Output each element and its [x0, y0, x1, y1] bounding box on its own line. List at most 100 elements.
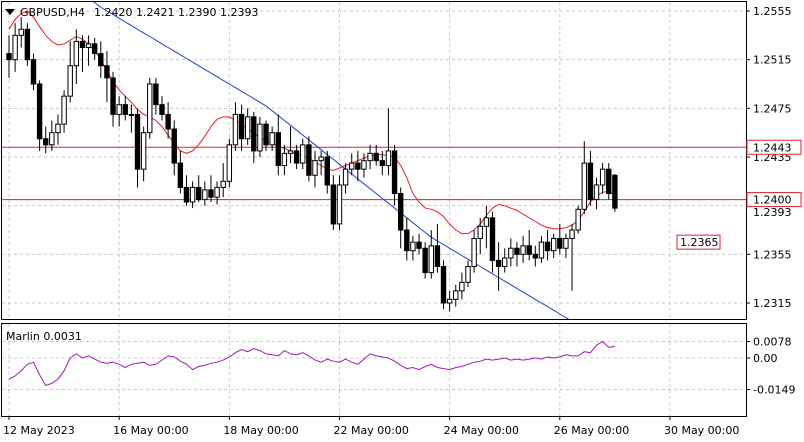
candle-body	[312, 160, 318, 176]
candle-body	[404, 229, 410, 252]
candle-body	[538, 241, 545, 259]
candle-body	[214, 186, 220, 198]
candle-body	[269, 132, 275, 146]
candle-body	[342, 168, 349, 186]
candle-body	[599, 168, 606, 186]
candle	[373, 144, 379, 166]
candle	[85, 35, 92, 66]
candle	[557, 223, 563, 255]
candle-body	[544, 241, 551, 252]
candle	[263, 120, 269, 151]
horizontal-levels[interactable]	[2, 146, 746, 201]
candle-body	[446, 298, 453, 304]
candle	[110, 71, 116, 127]
time-tick-label: 24 May 00:00	[444, 424, 519, 437]
oscillator-line	[8, 340, 615, 387]
candle-body	[98, 53, 104, 67]
candle-body	[459, 281, 465, 292]
candle-body	[373, 152, 379, 162]
indicator-axis: 0.0078 0.00 -0.0149	[746, 336, 795, 397]
indicator-panel-frame	[1, 323, 747, 417]
candle-body	[232, 113, 239, 146]
candle	[477, 217, 483, 255]
current-price-label: 1.2393	[753, 206, 792, 219]
candle	[342, 163, 349, 194]
candle	[336, 175, 343, 230]
candle-body	[483, 217, 490, 227]
candle-body	[336, 184, 343, 225]
candle-body	[85, 43, 92, 48]
candle	[202, 181, 208, 206]
price-tick-label: 1.2515	[753, 54, 792, 67]
candle	[257, 116, 263, 157]
candle-body	[196, 186, 202, 201]
candle	[587, 150, 594, 206]
candle	[293, 144, 300, 170]
slow-moving-average	[93, 2, 570, 319]
candle	[165, 102, 171, 139]
candle	[404, 217, 410, 261]
candle-body	[612, 174, 618, 209]
candle	[98, 41, 104, 78]
fast-moving-average	[8, 10, 616, 235]
candle	[244, 108, 251, 145]
candle-body	[569, 229, 575, 240]
candle	[465, 260, 471, 288]
time-tick-label: 18 May 00:00	[223, 424, 298, 437]
candle	[61, 90, 67, 133]
candle	[397, 187, 404, 249]
candle	[275, 114, 281, 176]
time-axis[interactable]: 12 May 2023 16 May 00:00 18 May 00:00 22 Ma…	[3, 416, 739, 437]
candle-body	[300, 144, 306, 164]
ohlc-readout: 1.2420 1.2421 1.2390 1.2393	[94, 6, 258, 19]
candle-body	[428, 245, 434, 274]
candle-body	[251, 116, 257, 152]
candle-body	[379, 160, 386, 167]
candle	[18, 17, 24, 48]
current-price-box	[747, 206, 802, 219]
price-tick-label: 1.2355	[753, 248, 792, 261]
candle-body	[489, 217, 496, 261]
candle-body	[349, 162, 355, 170]
candle	[24, 23, 31, 66]
candle-body	[606, 168, 612, 195]
candle-body	[526, 245, 532, 255]
candle-body	[6, 53, 12, 61]
candle-body	[177, 162, 184, 188]
candle	[91, 37, 98, 60]
candle-body	[563, 238, 569, 249]
candle	[538, 236, 545, 263]
time-tick-label: 22 May 00:00	[333, 424, 408, 437]
price-axis[interactable]: 1.25551.25151.24751.24351.23951.23551.23…	[746, 5, 792, 310]
candle-body	[508, 247, 514, 259]
candle	[502, 248, 508, 273]
candle	[159, 96, 165, 121]
candle	[6, 35, 12, 78]
candle	[526, 230, 532, 261]
candle-body	[43, 138, 49, 146]
candle	[318, 150, 324, 176]
moving-averages	[8, 2, 616, 319]
candle	[612, 174, 618, 212]
candle-body	[385, 150, 392, 167]
candle	[446, 290, 453, 312]
candle-body	[153, 83, 159, 106]
candle-body	[171, 128, 177, 164]
candle-body	[275, 132, 281, 167]
candle-body	[220, 180, 226, 188]
candle-body	[287, 150, 294, 154]
candle-body	[134, 113, 141, 170]
candle	[104, 51, 110, 103]
candle	[36, 80, 43, 151]
chart-menu-triangle-icon[interactable]	[5, 9, 15, 15]
candle-body	[147, 83, 153, 134]
candle-body	[189, 186, 196, 203]
candle	[232, 102, 239, 151]
candle-body	[165, 113, 171, 130]
candle	[569, 223, 575, 291]
candle-body	[593, 184, 600, 201]
candle	[140, 126, 147, 182]
indicator-tick-label: -0.0149	[753, 384, 795, 397]
candle	[49, 120, 55, 151]
